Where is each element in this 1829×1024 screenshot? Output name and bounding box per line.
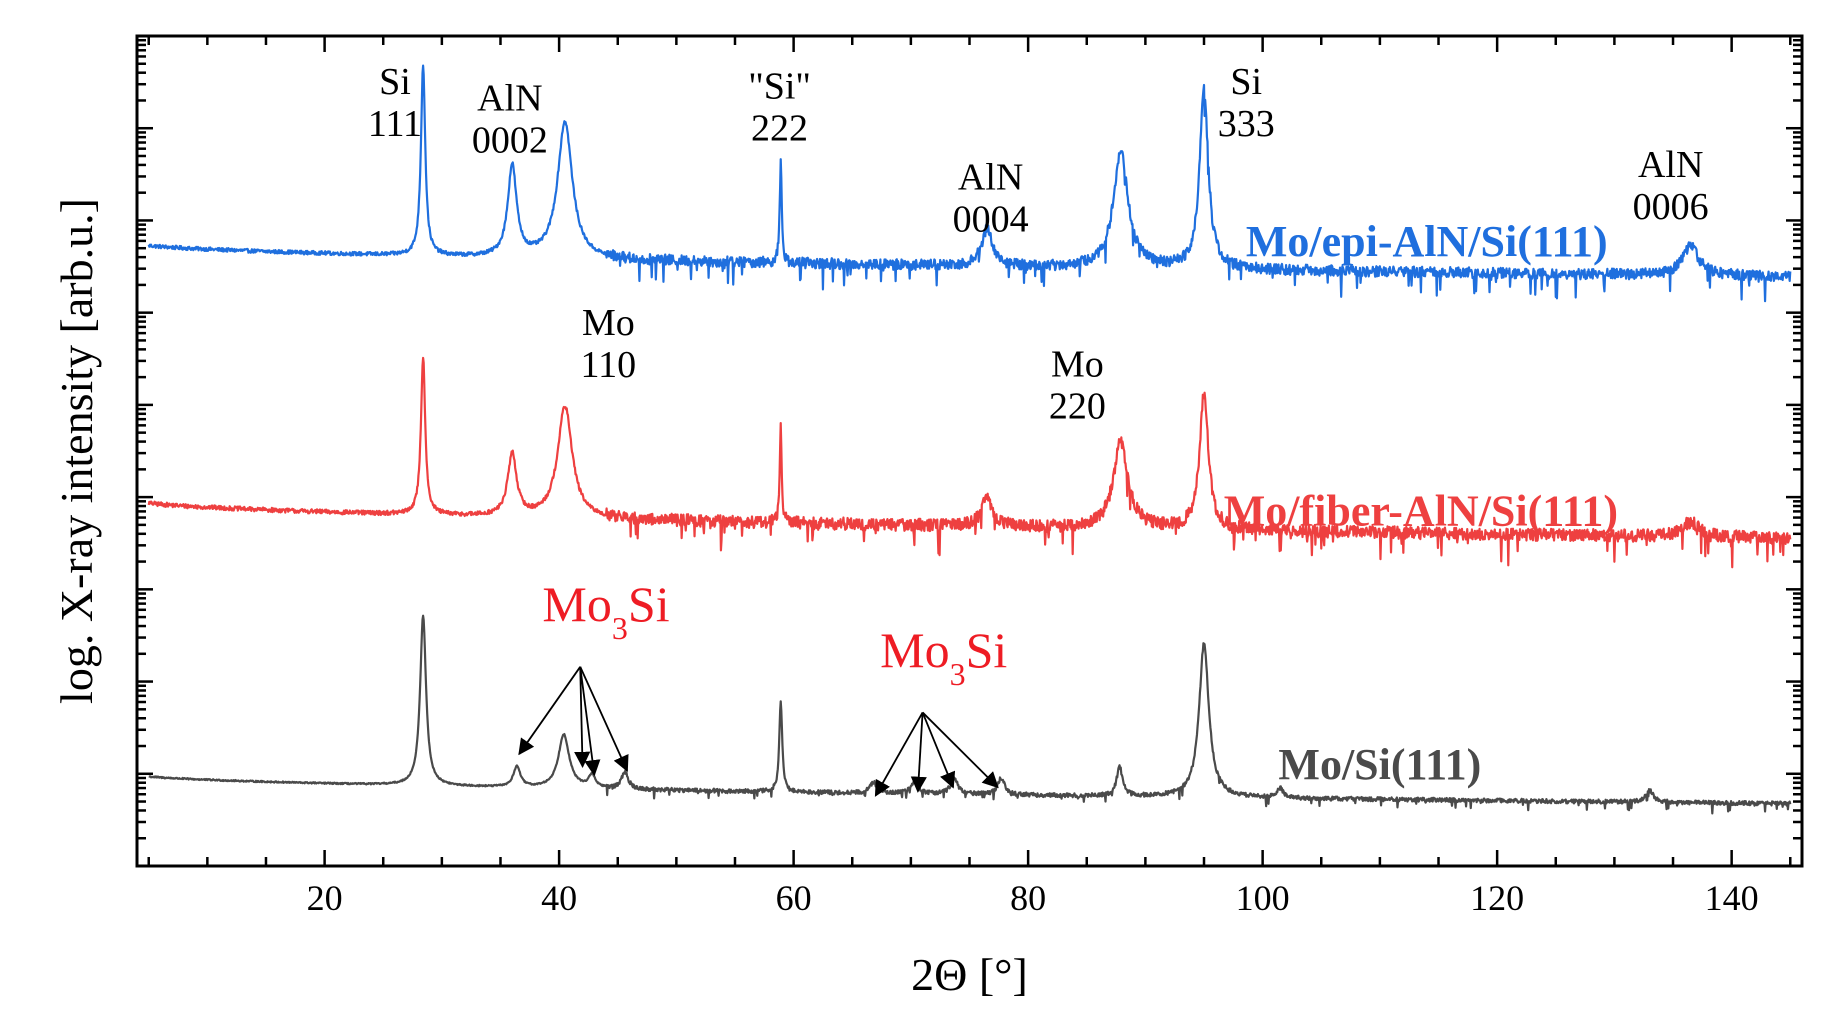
x-tick-label: 40 xyxy=(541,878,577,918)
phase-label-suffix: Si xyxy=(966,622,1008,678)
peak-label-line: 0006 xyxy=(1633,186,1709,228)
x-tick-label: 60 xyxy=(776,878,812,918)
x-tick-label: 140 xyxy=(1705,878,1759,918)
axis-layer: 20 40 60 80 100 120 140 xyxy=(135,34,1804,918)
peak-label-line: AlN xyxy=(477,78,542,120)
peak-label-line: Mo xyxy=(1051,343,1104,385)
peak-label-line: 111 xyxy=(368,103,422,145)
peak-label: AlN 0006 xyxy=(1633,144,1709,228)
phase-label: Mo3Si xyxy=(542,576,669,646)
x-tick-label: 100 xyxy=(1236,878,1290,918)
series-layer xyxy=(147,64,1792,815)
phase-label-main: Mo xyxy=(542,576,611,632)
peak-label: Si 333 xyxy=(1218,61,1275,145)
phase-label-suffix: Si xyxy=(628,576,670,632)
peak-label: AlN 0002 xyxy=(472,78,548,162)
phase-arrow xyxy=(574,666,591,769)
x-axis-title: 2Θ [°] xyxy=(911,949,1028,1000)
peak-label-line: Si xyxy=(379,61,411,103)
phase-arrow xyxy=(874,712,924,797)
series-label: Mo/epi-AlN/Si(111) xyxy=(1246,217,1608,266)
peak-label-line: 0002 xyxy=(472,120,548,162)
series-line-3 xyxy=(148,614,1792,815)
x-tick-label: 120 xyxy=(1470,878,1524,918)
peak-label: Mo 220 xyxy=(1049,343,1106,427)
series-label: Mo/Si(111) xyxy=(1278,740,1481,789)
phase-arrow xyxy=(579,666,629,773)
x-tick-label: 20 xyxy=(307,878,343,918)
peak-label-line: AlN xyxy=(958,157,1023,199)
peak-label: Si 111 xyxy=(368,61,422,145)
peak-label: "Si" 222 xyxy=(748,65,811,149)
peak-label-line: 220 xyxy=(1049,385,1106,427)
series-line-1 xyxy=(147,64,1792,303)
phase-label: Mo3Si xyxy=(880,622,1007,692)
phase-arrow xyxy=(579,666,601,777)
peak-label-line: 222 xyxy=(751,107,808,149)
peak-label-line: 333 xyxy=(1218,103,1275,145)
peak-label-line: Si xyxy=(1230,61,1262,103)
x-tick-label: 80 xyxy=(1010,878,1046,918)
peak-label-line: "Si" xyxy=(748,65,811,107)
phase-label-subscript: 3 xyxy=(612,610,628,646)
peak-label: AlN 0004 xyxy=(953,157,1029,241)
phase-arrow xyxy=(518,666,581,756)
peak-label: Mo 110 xyxy=(581,302,637,386)
annotation-layer: Mo/epi-AlN/Si(111) Mo/fiber-AlN/Si(111) Mo… xyxy=(368,61,1709,797)
phase-arrow xyxy=(910,712,927,793)
y-axis-title: log. X-ray intensity [arb.u.] xyxy=(51,198,102,704)
peak-label-line: AlN xyxy=(1638,144,1703,186)
phase-label-main: Mo xyxy=(880,622,949,678)
peak-label-line: Mo xyxy=(582,302,635,344)
series-line-2 xyxy=(147,356,1792,569)
phase-label-subscript: 3 xyxy=(950,656,966,692)
series-label: Mo/fiber-AlN/Si(111) xyxy=(1224,487,1618,536)
peak-label-line: 0004 xyxy=(953,199,1029,241)
phase-arrow xyxy=(921,711,999,789)
peak-label-line: 110 xyxy=(581,344,637,386)
phase-arrow xyxy=(921,712,956,789)
